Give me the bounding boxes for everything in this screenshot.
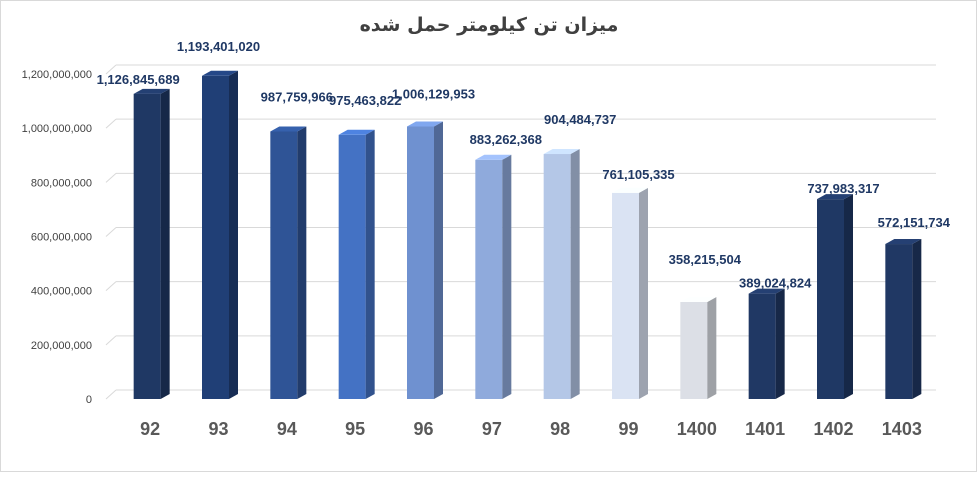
bar-side <box>502 154 512 399</box>
y-tick-label: 800,000,000 <box>31 177 92 189</box>
gridline-diag <box>105 118 117 129</box>
bar-side <box>912 239 922 399</box>
y-tick-label: 600,000,000 <box>31 232 92 244</box>
bar-front <box>202 75 229 399</box>
bar-side <box>570 149 580 399</box>
bar-front <box>680 301 708 399</box>
bar-front <box>543 154 571 399</box>
gridline-diag <box>105 64 117 75</box>
bar-side <box>639 187 648 399</box>
x-tick-label: 97 <box>482 419 502 439</box>
bar-side <box>434 121 443 399</box>
x-tick-label: 95 <box>345 419 365 439</box>
bar <box>202 70 238 399</box>
bar-top <box>748 288 785 294</box>
bar-side <box>707 296 717 399</box>
bar <box>407 121 443 399</box>
bar-front <box>885 244 913 399</box>
bar-top <box>475 154 512 160</box>
bar-front <box>612 192 639 399</box>
bar <box>817 194 853 399</box>
data-label: 572,151,734 <box>878 215 951 230</box>
data-label: 883,262,368 <box>470 132 542 147</box>
data-label: 761,105,335 <box>602 167 674 182</box>
data-label: 1,006,129,953 <box>392 87 475 102</box>
bar-side <box>365 129 375 399</box>
bar-side <box>775 288 785 399</box>
data-label: 389,024,824 <box>739 276 812 291</box>
y-axis-ticks: 0 200,000,000 400,000,000 600,000,000 800,00… <box>22 69 92 406</box>
gridline-diag <box>105 172 117 183</box>
bar-top <box>407 121 443 127</box>
data-label: 358,215,504 <box>669 252 742 267</box>
bar <box>270 126 307 399</box>
x-tick-label: 1401 <box>745 419 785 439</box>
x-tick-label: 96 <box>413 419 433 439</box>
data-label: 737,983,317 <box>807 181 879 196</box>
bar-top <box>885 239 922 245</box>
bar-front <box>475 159 503 399</box>
data-labels: 1,126,845,689 1,193,401,020 987,759,966975… <box>97 39 951 291</box>
data-label: 975,463,822 <box>329 93 401 108</box>
bar-front <box>270 131 298 399</box>
bar-side <box>160 88 170 399</box>
bar <box>133 88 170 399</box>
x-tick-label: 1400 <box>677 419 717 439</box>
y-tick-label: 400,000,000 <box>31 286 92 298</box>
bar-top <box>543 149 580 155</box>
bar-front <box>817 199 844 399</box>
bar <box>475 154 512 399</box>
data-label: 987,759,966 <box>261 89 333 104</box>
gridline-diag <box>105 389 117 400</box>
bar <box>680 296 717 399</box>
data-label: 904,484,737 <box>544 112 616 127</box>
x-tick-label: 99 <box>618 419 638 439</box>
y-tick-label: 0 <box>86 394 92 406</box>
data-label: 1,193,401,020 <box>177 39 260 54</box>
gridline-diag <box>105 335 117 346</box>
bar-side <box>229 70 238 399</box>
bar-front <box>748 293 776 399</box>
x-tick-label: 93 <box>208 419 228 439</box>
bar-side <box>844 194 853 399</box>
bar-top <box>680 296 717 302</box>
x-tick-label: 1402 <box>813 419 853 439</box>
x-tick-label: 92 <box>140 419 160 439</box>
x-tick-label: 94 <box>277 419 297 439</box>
bar-front <box>338 134 366 399</box>
bar <box>748 288 785 399</box>
bar-top <box>202 70 238 76</box>
bar-top <box>270 126 307 132</box>
gridline-diag <box>105 227 117 237</box>
y-tick-label: 200,000,000 <box>31 340 92 352</box>
x-tick-label: 1403 <box>882 419 922 439</box>
bar-front <box>133 93 161 399</box>
bar-top <box>612 187 648 193</box>
bar-top <box>338 129 375 135</box>
x-tick-label: 98 <box>550 419 570 439</box>
bar <box>543 149 580 399</box>
x-axis-ticks: 92 93 94 95 96 97 98 99 1400 1401 1402 1403 <box>140 419 922 439</box>
bar-top <box>817 194 853 200</box>
gridlines <box>105 64 936 400</box>
bar <box>885 239 922 399</box>
bar <box>612 187 648 399</box>
y-tick-label: 1,200,000,000 <box>22 69 92 81</box>
gridline-diag <box>105 281 117 292</box>
bars <box>133 70 922 399</box>
chart-title: میزان تن کیلومتر حمل شده <box>360 14 619 36</box>
bar-side <box>297 126 307 399</box>
y-tick-label: 1,000,000,000 <box>22 123 92 135</box>
data-label: 1,126,845,689 <box>97 72 180 87</box>
bar-top <box>133 88 170 94</box>
bar <box>338 129 375 399</box>
bar-front <box>407 126 434 399</box>
